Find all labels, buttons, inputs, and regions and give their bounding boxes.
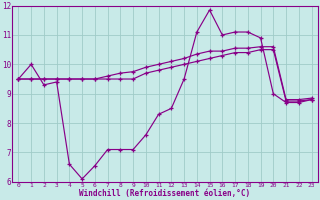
X-axis label: Windchill (Refroidissement éolien,°C): Windchill (Refroidissement éolien,°C): [79, 189, 251, 198]
